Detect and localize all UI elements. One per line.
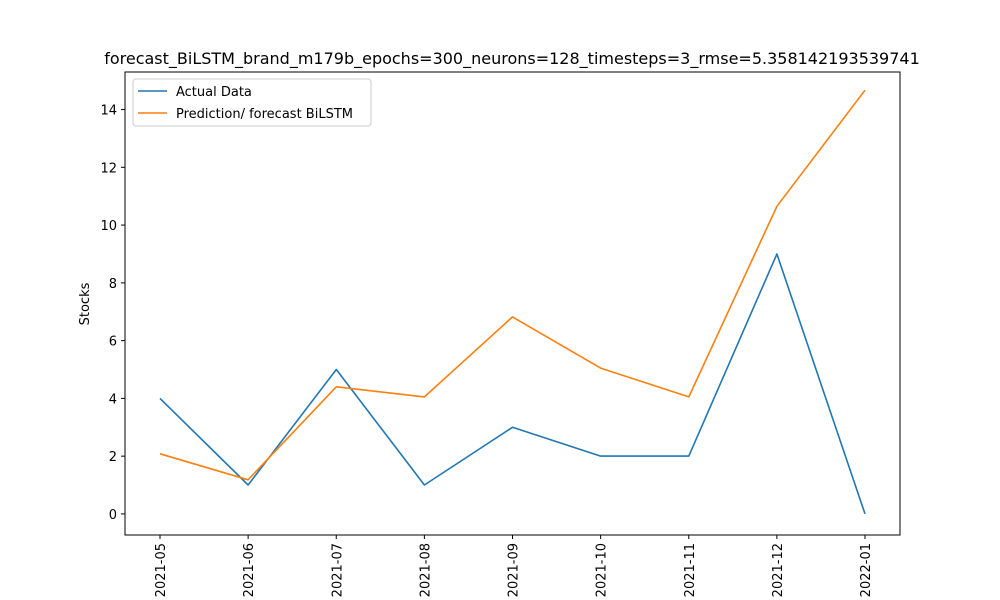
chart-title: forecast_BiLSTM_brand_m179b_epochs=300_n… bbox=[104, 49, 920, 69]
y-tick-label: 10 bbox=[100, 219, 117, 234]
legend: Actual Data Prediction/ forecast BiLSTM bbox=[132, 78, 372, 127]
legend-box bbox=[132, 78, 372, 127]
y-tick-label: 14 bbox=[100, 104, 117, 119]
legend-label-1: Actual Data bbox=[176, 85, 252, 100]
y-tick-label: 6 bbox=[109, 335, 117, 350]
y-tick-label: 2 bbox=[109, 450, 117, 465]
y-tick-label: 12 bbox=[100, 161, 117, 176]
y-tick-label: 0 bbox=[109, 508, 117, 523]
series-line-1 bbox=[159, 253, 866, 515]
x-tick-label: 2021-07 bbox=[330, 543, 345, 597]
plot-area: 0 2 4 6 8 10 12 14 2021-05 2021-06 2021-07 2021-08 2… bbox=[100, 71, 901, 597]
x-tick-label: 2021-10 bbox=[595, 543, 610, 597]
x-tick-label: 2021-08 bbox=[418, 543, 433, 597]
x-tick-label: 2022-01 bbox=[859, 543, 874, 597]
x-tick-label: 2021-06 bbox=[242, 543, 257, 597]
y-axis-label: Stocks bbox=[78, 282, 93, 325]
x-tick-label: 2021-12 bbox=[771, 543, 786, 597]
y-tick-label: 8 bbox=[109, 277, 117, 292]
series-line-2 bbox=[159, 89, 866, 481]
legend-label-2: Prediction/ forecast BiLSTM bbox=[176, 107, 353, 122]
x-tick-label: 2021-05 bbox=[154, 543, 169, 597]
x-tick-label: 2021-11 bbox=[683, 543, 698, 597]
y-tick-label: 4 bbox=[109, 392, 117, 407]
x-tick-label: 2021-09 bbox=[507, 543, 522, 597]
